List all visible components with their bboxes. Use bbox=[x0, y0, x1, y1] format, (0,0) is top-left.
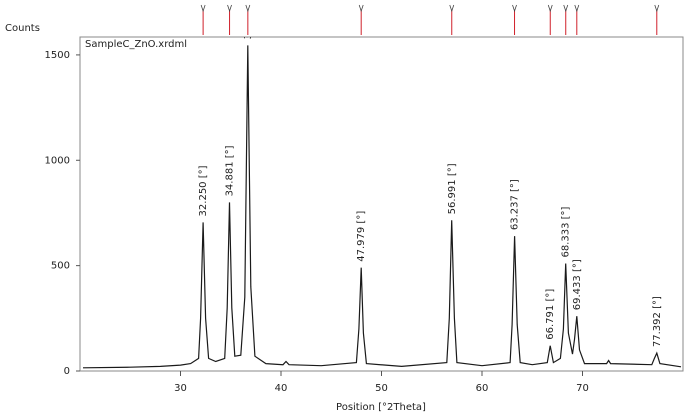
x-tick-label: 70 bbox=[576, 383, 589, 394]
reference-marker-head bbox=[200, 4, 206, 13]
reference-marker-head bbox=[358, 4, 364, 13]
peak-label: 56.991 [°] bbox=[447, 163, 458, 214]
peak-label: 69.433 [°] bbox=[572, 259, 583, 310]
x-tick-label: 60 bbox=[476, 383, 489, 394]
plot-area: 32.250 [°] 34.881 [°] 36.701 [°] 47.979 [°]… bbox=[82, 0, 682, 369]
plot-frame bbox=[79, 36, 684, 372]
peak-label: 77.392 [°] bbox=[652, 296, 663, 347]
peak-label: 66.791 [°] bbox=[545, 289, 556, 340]
y-tick-label: 1500 bbox=[45, 50, 70, 61]
reference-marker-head bbox=[547, 4, 553, 13]
peak-label: 34.881 [°] bbox=[225, 145, 236, 196]
x-axis-label: Position [°2Theta] bbox=[336, 402, 426, 413]
reference-marker-head bbox=[654, 4, 660, 13]
peak-label: 63.237 [°] bbox=[510, 179, 521, 230]
peak-label: 36.701 [°] bbox=[243, 0, 254, 39]
reference-marker-head bbox=[574, 4, 580, 13]
reference-marker-head bbox=[563, 4, 569, 13]
x-tick-label: 50 bbox=[375, 383, 388, 394]
x-tick-label: 30 bbox=[174, 383, 187, 394]
series-name: SampleC_ZnO.xrdml bbox=[85, 39, 187, 50]
reference-marker-head bbox=[512, 4, 517, 13]
y-tick-label: 0 bbox=[64, 366, 70, 377]
peak-label: 68.333 [°] bbox=[561, 206, 572, 257]
spectrum-line bbox=[82, 45, 682, 369]
reference-marker-head bbox=[245, 4, 251, 13]
y-tick-label: 500 bbox=[51, 261, 70, 272]
x-tick-label: 40 bbox=[275, 383, 288, 394]
peak-label: 32.250 [°] bbox=[198, 165, 209, 216]
reference-marker-head bbox=[449, 4, 455, 13]
reference-marker-head bbox=[227, 4, 232, 13]
peak-label: 47.979 [°] bbox=[356, 211, 367, 262]
y-axis-label: Counts bbox=[5, 23, 40, 34]
y-tick-label: 1000 bbox=[45, 155, 70, 166]
